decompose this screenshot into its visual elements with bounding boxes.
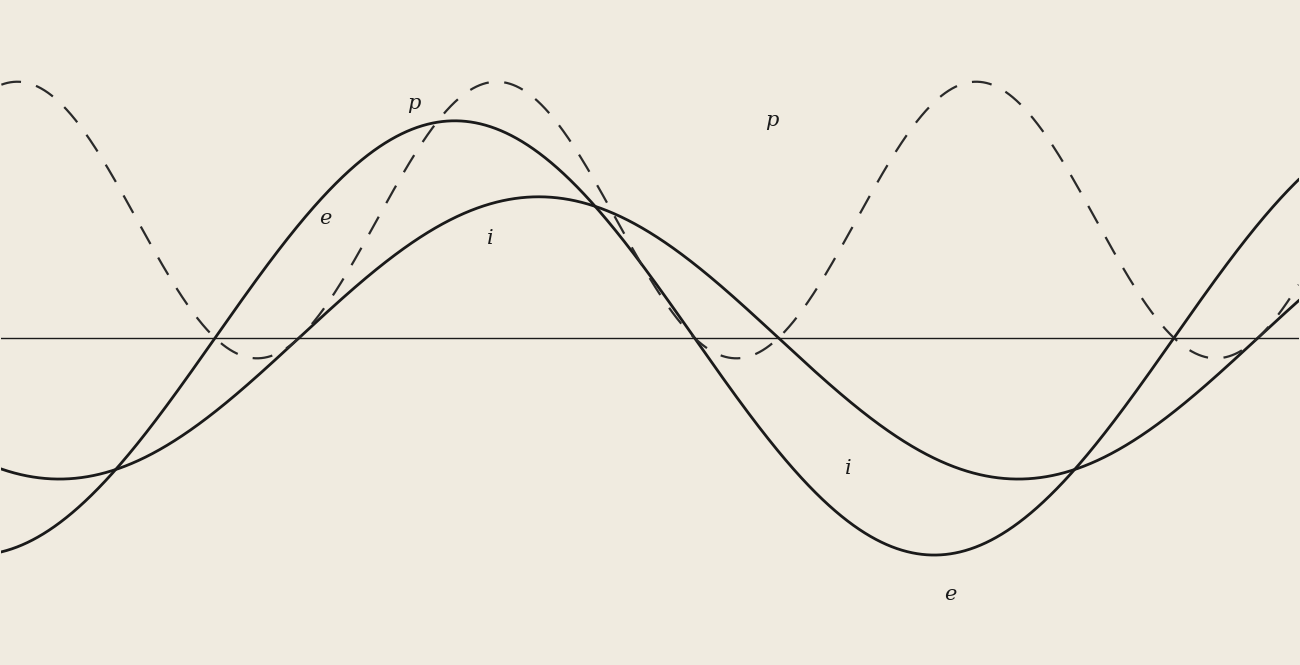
Text: i: i bbox=[486, 229, 493, 247]
Text: i: i bbox=[845, 459, 852, 477]
Text: p: p bbox=[766, 111, 779, 130]
Text: e: e bbox=[945, 585, 957, 604]
Text: e: e bbox=[318, 209, 332, 228]
Text: p: p bbox=[407, 94, 420, 113]
